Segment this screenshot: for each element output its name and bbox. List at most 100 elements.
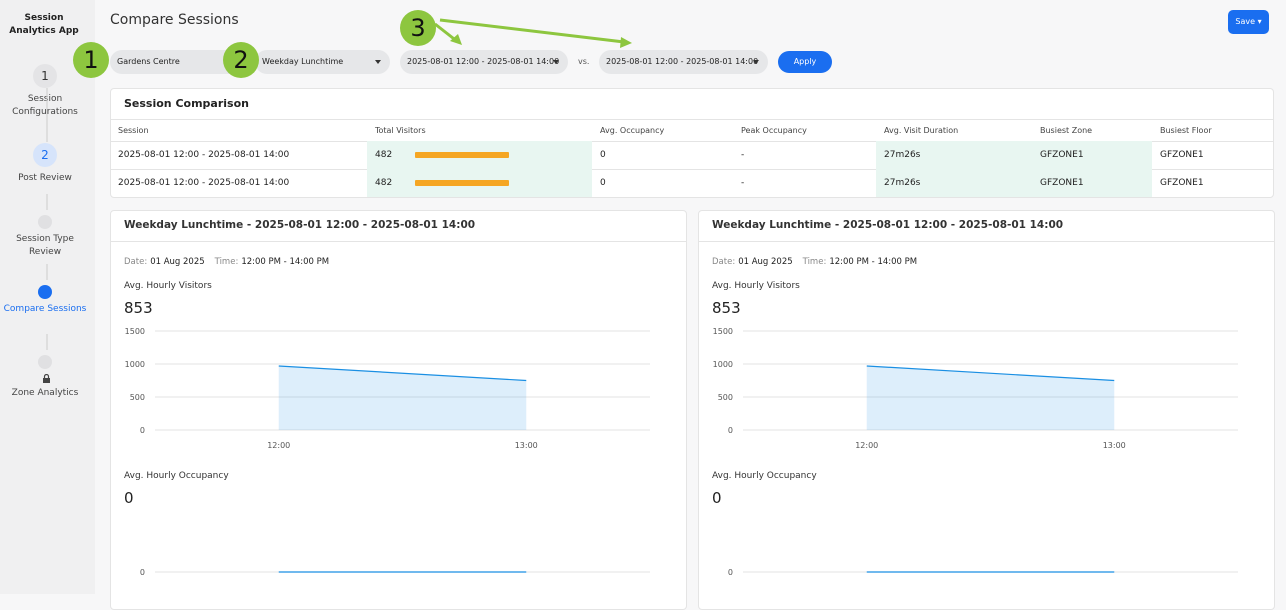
row-divider xyxy=(111,169,1273,170)
session-type-select[interactable]: Weekday Lunchtime xyxy=(255,50,390,74)
step-circle: 1 xyxy=(33,64,57,88)
table-cell: GFZONE1 xyxy=(1160,150,1204,160)
lock-body xyxy=(43,378,50,383)
step-circle xyxy=(38,285,52,299)
visitors-label: Avg. Hourly Visitors xyxy=(712,281,800,291)
divider xyxy=(111,119,1273,120)
row-divider xyxy=(111,141,1273,142)
chart: 0 xyxy=(140,568,650,577)
page-title: Compare Sessions xyxy=(110,12,239,28)
area xyxy=(278,365,527,430)
step-circle xyxy=(38,215,52,229)
step-label: Post Review xyxy=(18,173,72,183)
column-header: Busiest Floor xyxy=(1160,126,1212,135)
table-cell: 27m26s xyxy=(876,169,1032,197)
occupancy-label: Avg. Hourly Occupancy xyxy=(712,471,817,481)
panel-card xyxy=(698,210,1275,610)
visitors-bar xyxy=(415,180,509,186)
chart: 0 500 1000 1500 12:00 13:00 xyxy=(713,327,1238,450)
y-tick-label: 0 xyxy=(140,568,145,577)
apply-button[interactable]: Apply xyxy=(778,51,832,73)
callout: 1 xyxy=(73,42,109,78)
x-tick-label: 13:00 xyxy=(1103,441,1126,450)
y-tick-label: 1500 xyxy=(713,327,733,336)
column-header: Busiest Zone xyxy=(1040,126,1093,135)
y-tick-label: 500 xyxy=(718,393,733,402)
occupancy-label: Avg. Hourly Occupancy xyxy=(124,471,229,481)
caret xyxy=(375,60,381,64)
time-value: 12:00 PM - 14:00 PM xyxy=(241,257,330,267)
step-number: 2 xyxy=(41,148,49,162)
lock-icon xyxy=(43,374,50,383)
save-button[interactable]: Save ▾ xyxy=(1228,10,1269,34)
date-line: Date: 01 Aug 2025 Time: 12:00 PM - 14:00 PM xyxy=(124,257,329,267)
time-label: Time: xyxy=(214,257,239,267)
vs-label: vs. xyxy=(578,57,590,66)
date-line: Date: 01 Aug 2025 Time: 12:00 PM - 14:00 PM xyxy=(712,257,917,267)
table-cell: GFZONE1 xyxy=(1032,169,1152,197)
panel-title: Weekday Lunchtime - 2025-08-01 12:00 - 2… xyxy=(124,219,476,231)
table-cell: 2025-08-01 12:00 - 2025-08-01 14:00 xyxy=(118,178,290,188)
step-connectors xyxy=(46,88,48,350)
chart: 0 500 1000 1500 12:00 13:00 xyxy=(125,327,650,450)
session-type-text: Weekday Lunchtime xyxy=(262,57,344,66)
save-label: Save xyxy=(1235,17,1256,26)
step-number: 1 xyxy=(41,69,49,83)
x-tick-label: 13:00 xyxy=(515,441,538,450)
column-header: Session xyxy=(118,126,149,135)
area xyxy=(866,365,1115,430)
lock-shackle xyxy=(43,374,50,378)
y-tick-label: 1000 xyxy=(713,360,733,369)
visitors-label: Avg. Hourly Visitors xyxy=(124,281,212,291)
arrowhead xyxy=(620,37,632,48)
y-tick-label: 0 xyxy=(140,426,145,435)
step-circle xyxy=(38,355,52,369)
chart: 0 xyxy=(728,568,1238,577)
column-header: Total Visitors xyxy=(375,126,426,135)
y-tick-label: 1000 xyxy=(125,360,145,369)
visitors-bar xyxy=(415,152,509,158)
x-tick-label: 12:00 xyxy=(267,441,290,450)
callout: 3 xyxy=(400,10,436,46)
range-a-text: 2025-08-01 12:00 - 2025-08-01 14:00 xyxy=(407,57,560,66)
visitors-value: 853 xyxy=(124,299,153,317)
panel-title: Weekday Lunchtime - 2025-08-01 12:00 - 2… xyxy=(712,219,1064,231)
range-b-select[interactable]: 2025-08-01 12:00 - 2025-08-01 14:00 xyxy=(599,50,768,74)
date-label: Date: xyxy=(712,257,736,267)
comparison-title: Session Comparison xyxy=(124,97,249,110)
table-cell: - xyxy=(741,150,745,160)
y-tick-label: 0 xyxy=(728,426,733,435)
y-tick-label: 1500 xyxy=(125,327,145,336)
app-title: Session Analytics App xyxy=(9,13,79,36)
line xyxy=(866,365,1115,382)
y-tick-label: 0 xyxy=(728,568,733,577)
step-circle: 2 xyxy=(33,143,57,167)
step-label: Zone Analytics xyxy=(11,388,79,398)
date-label: Date: xyxy=(124,257,148,267)
table-cell: 0 xyxy=(600,150,606,160)
table-cell: 2025-08-01 12:00 - 2025-08-01 14:00 xyxy=(118,150,290,160)
column-header: Peak Occupancy xyxy=(741,126,807,135)
table-cell: GFZONE1 xyxy=(1160,178,1204,188)
range-b-text: 2025-08-01 12:00 - 2025-08-01 14:00 xyxy=(606,57,759,66)
x-tick-label: 12:00 xyxy=(855,441,878,450)
table-cell: GFZONE1 xyxy=(1032,141,1152,169)
y-tick-label: 500 xyxy=(130,393,145,402)
caret xyxy=(553,60,559,64)
occupancy-value: 0 xyxy=(712,489,722,507)
time-value: 12:00 PM - 14:00 PM xyxy=(829,257,918,267)
date-value: 01 Aug 2025 xyxy=(738,257,793,267)
table-cell: 27m26s xyxy=(876,141,1032,169)
column-header: Avg. Occupancy xyxy=(600,126,665,135)
table-cell: 0 xyxy=(600,178,606,188)
arrow xyxy=(439,18,625,44)
line xyxy=(278,365,527,382)
divider xyxy=(111,241,686,242)
callout: 2 xyxy=(223,42,259,78)
column-header: Avg. Visit Duration xyxy=(884,126,959,135)
step-label: Session Configurations xyxy=(12,94,78,117)
step-label: Session Type Review xyxy=(16,234,74,257)
range-a-select[interactable]: 2025-08-01 12:00 - 2025-08-01 14:00 xyxy=(400,50,568,74)
visitors-value: 853 xyxy=(712,299,741,317)
divider xyxy=(699,241,1274,242)
